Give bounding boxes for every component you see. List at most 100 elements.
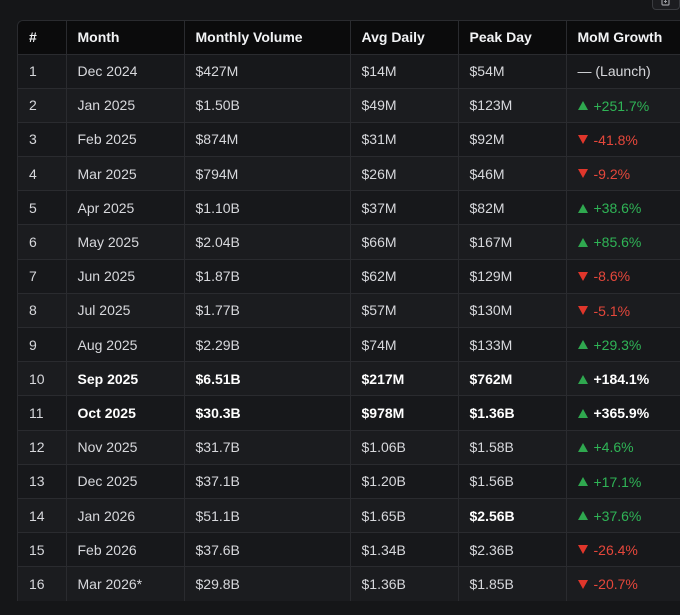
growth-indicator: +38.6% [577, 200, 641, 216]
growth-value: +37.6% [593, 507, 642, 524]
header-avg-daily[interactable]: Avg Daily [350, 21, 459, 54]
table-row: 9 Aug 2025 $2.29B $74M $133M +29.3% [18, 327, 680, 362]
cell-growth: +4.6% [566, 430, 680, 464]
cell-growth: -5.1% [566, 293, 680, 327]
cell-peak: $54M [458, 54, 567, 89]
cell-month: Feb 2025 [66, 122, 185, 157]
cell-avg: $57M [350, 293, 459, 328]
cell-avg: $37M [350, 190, 459, 225]
arrow-up-icon [577, 442, 588, 452]
cell-growth: -9.2% [566, 157, 680, 191]
table-header-row: # Month Monthly Volume Avg Daily Peak Da… [18, 21, 680, 54]
header-monthly-volume[interactable]: Monthly Volume [184, 21, 351, 54]
growth-indicator: +85.6% [577, 234, 641, 250]
cell-volume: $31.7B [184, 430, 351, 465]
cell-n: 3 [18, 122, 67, 157]
cell-volume: $1.50B [184, 88, 351, 123]
growth-indicator: +184.1% [577, 371, 650, 388]
cell-n: 1 [18, 54, 67, 89]
growth-value: — (Launch) [577, 63, 651, 80]
cell-month: Jul 2025 [66, 293, 185, 328]
table-row: 1 Dec 2024 $427M $14M $54M — (Launch) [18, 54, 680, 89]
growth-value: +184.1% [593, 371, 650, 388]
arrow-up-icon [577, 374, 588, 384]
cell-peak: $46M [458, 156, 567, 191]
growth-indicator: -8.6% [577, 268, 630, 284]
arrow-down-icon [577, 271, 588, 281]
cell-growth: +251.7% [566, 88, 680, 122]
cell-n: 15 [18, 532, 67, 567]
growth-value: +365.9% [593, 405, 650, 422]
cell-month: Oct 2025 [66, 395, 185, 431]
cell-volume: $2.29B [184, 327, 351, 362]
table-row: 16 Mar 2026* $29.8B $1.36B $1.85B -20.7% [18, 566, 680, 601]
table-row: 12 Nov 2025 $31.7B $1.06B $1.58B +4.6% [18, 430, 680, 465]
arrow-down-icon [577, 135, 588, 145]
cell-volume: $1.87B [184, 259, 351, 294]
table-row: 11 Oct 2025 $30.3B $978M $1.36B +365.9% [18, 395, 680, 431]
cell-month: Dec 2025 [66, 464, 185, 499]
cell-peak: $762M [458, 361, 567, 396]
cell-n: 9 [18, 327, 67, 362]
header-index[interactable]: # [18, 21, 67, 54]
cell-volume: $37.1B [184, 464, 351, 499]
cell-month: Aug 2025 [66, 327, 185, 362]
cell-growth: +38.6% [566, 191, 680, 225]
cell-avg: $62M [350, 259, 459, 294]
cell-volume: $37.6B [184, 532, 351, 567]
cell-peak: $2.36B [458, 532, 567, 567]
cell-month: Jun 2025 [66, 259, 185, 294]
arrow-down-icon [577, 579, 588, 589]
table-row: 13 Dec 2025 $37.1B $1.20B $1.56B +17.1% [18, 464, 680, 499]
growth-indicator: +17.1% [577, 474, 641, 490]
cell-month: Apr 2025 [66, 190, 185, 225]
header-peak-day[interactable]: Peak Day [458, 21, 567, 54]
growth-value: -41.8% [593, 131, 638, 148]
cell-volume: $30.3B [184, 395, 351, 431]
table-body: 1 Dec 2024 $427M $14M $54M — (Launch) 2 Jan 202… [18, 54, 680, 601]
cell-avg: $978M [350, 395, 459, 431]
cell-n: 6 [18, 224, 67, 260]
table-row: 15 Feb 2026 $37.6B $1.34B $2.36B -26.4% [18, 532, 680, 567]
cell-volume: $1.77B [184, 293, 351, 328]
cell-peak: $1.36B [458, 395, 567, 431]
cell-growth: +17.1% [566, 464, 680, 498]
header-month[interactable]: Month [66, 21, 185, 54]
arrow-up-icon [577, 477, 588, 487]
growth-indicator: -20.7% [577, 576, 638, 593]
cell-peak: $92M [458, 122, 567, 157]
cell-month: Jan 2026 [66, 498, 185, 533]
cell-n: 7 [18, 259, 67, 294]
cell-avg: $1.65B [350, 498, 459, 533]
copy-button[interactable] [652, 0, 680, 10]
cell-growth: +85.6% [566, 225, 680, 259]
growth-indicator: +4.6% [577, 439, 634, 455]
cell-n: 8 [18, 293, 67, 328]
cell-avg: $1.20B [350, 464, 459, 499]
growth-indicator: +29.3% [577, 337, 641, 353]
volume-table: # Month Monthly Volume Avg Daily Peak Da… [18, 21, 680, 601]
cell-month: Sep 2025 [66, 361, 185, 396]
growth-indicator: — (Launch) [578, 63, 651, 79]
cell-peak: $130M [458, 293, 567, 328]
cell-n: 12 [18, 430, 67, 465]
cell-avg: $217M [350, 361, 459, 396]
cell-volume: $51.1B [184, 498, 351, 533]
cell-peak: $1.56B [458, 464, 567, 499]
cell-avg: $49M [350, 88, 459, 123]
cell-growth: — (Launch) [566, 54, 680, 88]
cell-peak: $2.56B [458, 498, 567, 533]
cell-month: Nov 2025 [66, 430, 185, 465]
cell-growth: -8.6% [566, 259, 680, 293]
cell-n: 13 [18, 464, 67, 499]
cell-month: May 2025 [66, 224, 185, 260]
cell-growth: +29.3% [566, 328, 680, 362]
cell-n: 4 [18, 156, 67, 191]
cell-volume: $427M [184, 54, 351, 89]
cell-avg: $14M [350, 54, 459, 89]
arrow-down-icon [577, 169, 588, 179]
growth-value: -20.7% [593, 576, 638, 593]
header-mom-growth[interactable]: MoM Growth [577, 29, 663, 46]
cell-avg: $1.36B [350, 566, 459, 601]
arrow-down-icon [577, 306, 588, 316]
